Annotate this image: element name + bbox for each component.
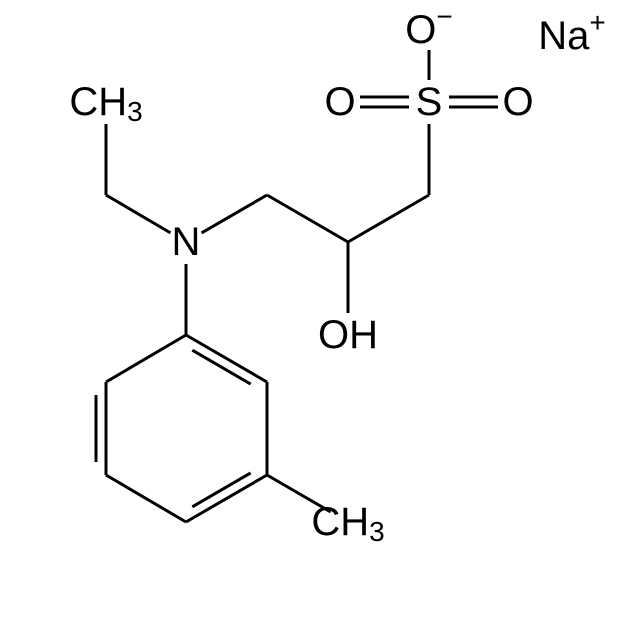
atom-OH: OH — [318, 313, 378, 357]
atom-O_right: O — [502, 80, 533, 124]
atom-ring_CH3: CH3 — [311, 500, 384, 546]
atom-N: N — [172, 220, 201, 264]
atom-O_left: O — [324, 80, 355, 124]
atom-Na: Na+ — [538, 7, 606, 59]
molecule-diagram: CH3NOHSO−OONa+CH3 — [0, 0, 640, 637]
atom-O_minus: O− — [405, 1, 452, 53]
atom-eth_CH3: CH3 — [69, 80, 142, 126]
atom-S: S — [416, 80, 443, 124]
